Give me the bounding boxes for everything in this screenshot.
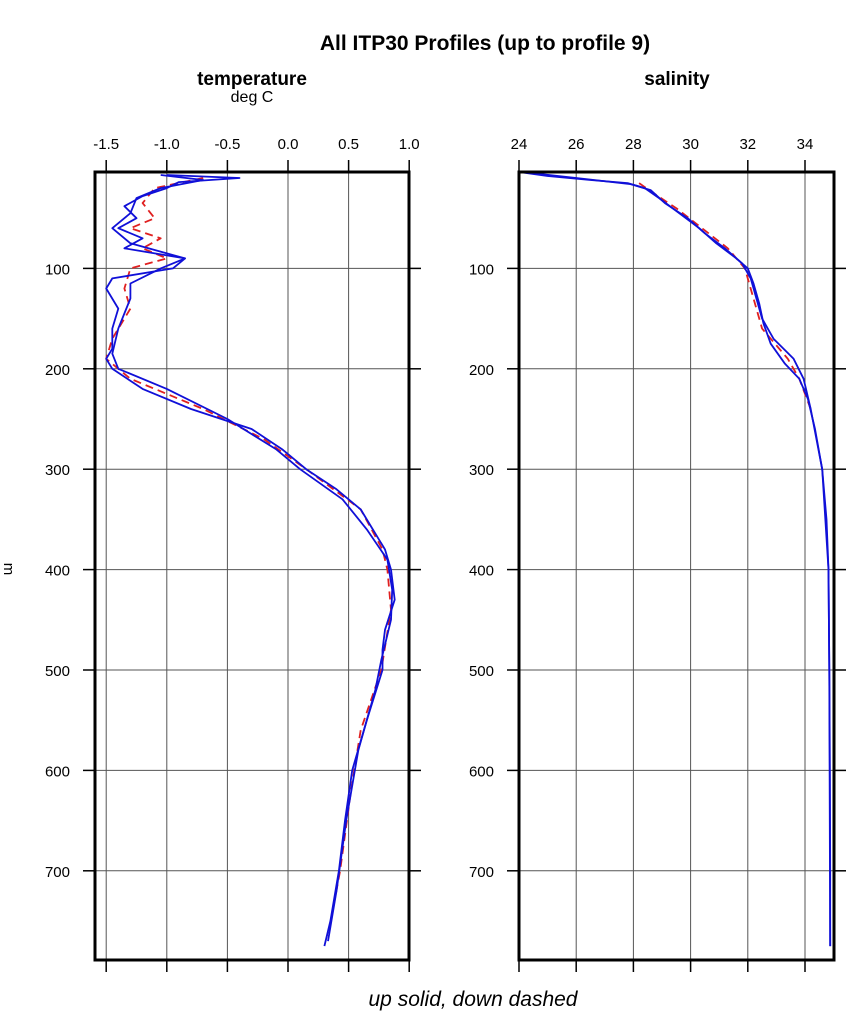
x-tick-label: -1.0 [154,136,180,153]
y-axis-label: m [0,563,17,576]
salinity-y-axis: 100 200 300 400 500 600 700 [469,261,846,881]
temperature-units-label: deg C [231,89,274,106]
temperature-panel: -1.5 -1.0 -0.5 0.0 0.5 1.0 100 200 300 400 500 600… [45,136,421,972]
profile-up-solid [521,171,832,947]
x-tick-label: 26 [568,136,585,153]
y-tick-label: 500 [469,663,494,680]
y-tick-label: 700 [45,864,70,881]
x-tick-label: 30 [682,136,699,153]
temperature-panel-title: temperature [197,69,307,90]
y-tick-label: 200 [469,362,494,379]
profile-up-solid [111,174,394,942]
y-tick-label: 700 [469,864,494,881]
profile-up-solid [105,174,396,947]
temperature-profiles [105,174,396,947]
y-tick-label: 500 [45,663,70,680]
y-tick-label: 300 [45,462,70,479]
y-tick-label: 100 [45,261,70,278]
salinity-grid [518,172,834,960]
salinity-panel: 24 26 28 30 32 34 100 200 300 400 500 600 700 [469,136,846,972]
x-tick-label: -1.5 [93,136,119,153]
legend-caption: up solid, down dashed [369,988,579,1011]
salinity-panel-title: salinity [644,69,710,90]
salinity-profiles [518,171,832,947]
profile-up-solid [518,171,832,947]
x-tick-label: 24 [511,136,528,153]
x-tick-label: 0.0 [278,136,299,153]
salinity-x-axis: 24 26 28 30 32 34 [511,136,814,972]
x-tick-label: 28 [625,136,642,153]
y-tick-label: 400 [469,563,494,580]
x-tick-label: 1.0 [399,136,420,153]
x-tick-label: 0.5 [338,136,359,153]
temperature-x-axis: -1.5 -1.0 -0.5 0.0 0.5 1.0 [93,136,420,972]
x-tick-label: 32 [739,136,756,153]
y-tick-label: 600 [45,763,70,780]
figure-title: All ITP30 Profiles (up to profile 9) [320,32,650,55]
y-tick-label: 100 [469,261,494,278]
profile-down-dashed [638,182,812,410]
y-tick-label: 300 [469,462,494,479]
y-tick-label: 400 [45,563,70,580]
temperature-y-axis: 100 200 300 400 500 600 700 [45,261,421,881]
temperature-frame [93,170,411,962]
y-tick-label: 600 [469,763,494,780]
y-tick-label: 200 [45,362,70,379]
temperature-grid [95,172,410,960]
salinity-frame [517,170,836,962]
x-tick-label: 34 [797,136,814,153]
x-tick-label: -0.5 [214,136,240,153]
